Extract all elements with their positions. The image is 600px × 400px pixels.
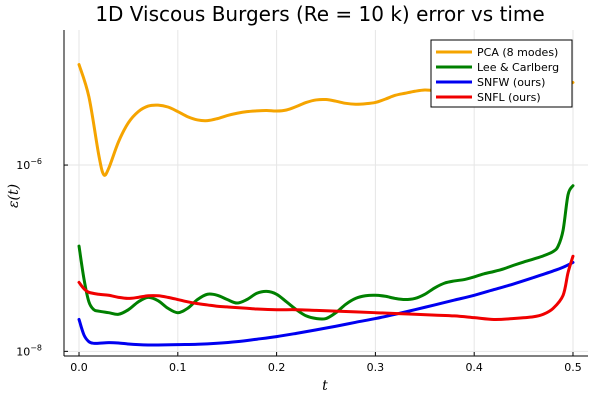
- legend-label: PCA (8 modes): [477, 46, 558, 59]
- y-tick-label: 10−6: [16, 157, 42, 172]
- legend-label: Lee & Carlberg: [477, 61, 559, 74]
- y-axis-label: ε(t): [6, 184, 22, 208]
- legend-label: SNFL (ours): [477, 91, 541, 104]
- y-tick-label: 10−8: [16, 343, 42, 358]
- series-line-3: [77, 260, 575, 347]
- x-tick-label: 0.0: [70, 361, 88, 374]
- chart-title: 1D Viscous Burgers (Re = 10 k) error vs …: [95, 2, 544, 26]
- series-line-4: [77, 254, 575, 321]
- legend: PCA (8 modes) Lee & Carlberg SNFW (ours) SN…: [430, 39, 573, 108]
- series-line-2: [77, 184, 575, 321]
- x-tick-label: 0.1: [169, 361, 187, 374]
- x-ticks: 0.0 0.1 0.2 0.3 0.4 0.5: [70, 352, 582, 374]
- x-tick-label: 0.2: [268, 361, 286, 374]
- x-tick-label: 0.5: [564, 361, 582, 374]
- y-ticks: 10−6 10−8: [16, 157, 68, 358]
- x-axis-label: t: [322, 378, 328, 394]
- legend-label: SNFW (ours): [477, 76, 545, 89]
- x-tick-label: 0.3: [367, 361, 385, 374]
- x-tick-label: 0.4: [465, 361, 483, 374]
